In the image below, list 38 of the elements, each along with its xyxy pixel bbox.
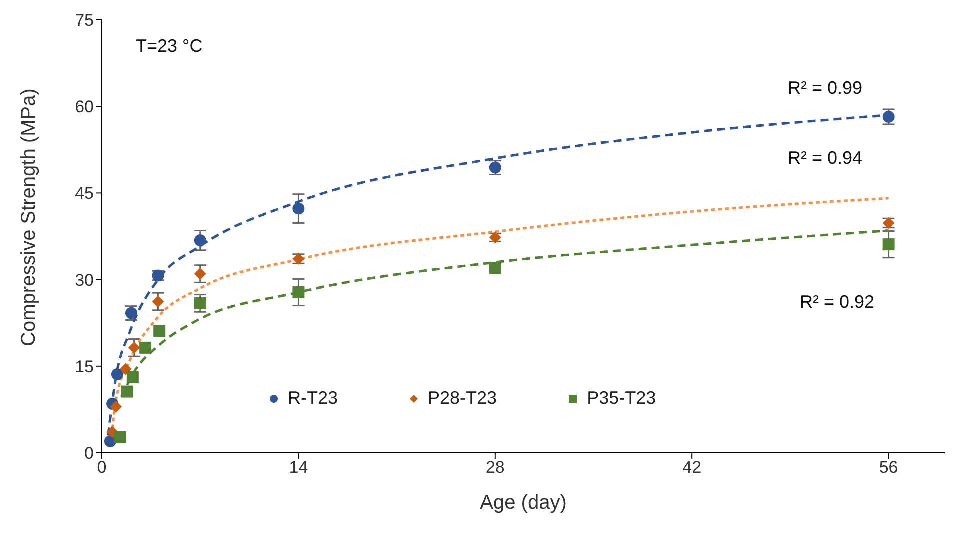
x-tick-label: 42: [682, 458, 702, 478]
y-tick-label: 45: [75, 184, 94, 204]
point: [882, 238, 895, 251]
point: [194, 268, 206, 280]
legend-label: R-T23: [288, 388, 338, 409]
point: [152, 296, 164, 308]
y-tick-label: 0: [84, 444, 94, 464]
y-tick-label: 60: [75, 98, 94, 117]
y-tick-label: 30: [75, 270, 94, 290]
y-axis-title: Compressive Strength (MPa): [18, 88, 40, 346]
x-axis-title: Age (day): [480, 492, 567, 514]
point: [882, 110, 895, 123]
x-tick-label: 0: [97, 458, 107, 478]
x-tick-label: 28: [486, 458, 505, 478]
x-tick-label: 56: [879, 458, 898, 478]
point: [292, 202, 305, 215]
annotation: R² = 0.92: [800, 292, 875, 313]
point: [140, 342, 152, 354]
point: [110, 400, 122, 413]
annotation: R² = 0.99: [788, 78, 863, 99]
point: [114, 431, 126, 444]
point: [194, 234, 206, 247]
point: [128, 342, 140, 354]
point: [120, 363, 132, 376]
point: [292, 286, 305, 298]
point: [121, 386, 134, 398]
x-tick-label: 14: [289, 458, 308, 478]
y-tick-label: 75: [75, 11, 94, 30]
legend-label: P28-T23: [428, 388, 498, 409]
point: [489, 262, 502, 274]
annotation: T=23 °C: [136, 36, 203, 57]
annotation: R² = 0.94: [788, 148, 863, 169]
point: [154, 325, 166, 338]
y-tick-label: 15: [75, 357, 94, 376]
point: [126, 371, 139, 384]
legend-label: P35-T23: [587, 388, 656, 409]
point: [111, 368, 124, 380]
point: [194, 297, 206, 310]
